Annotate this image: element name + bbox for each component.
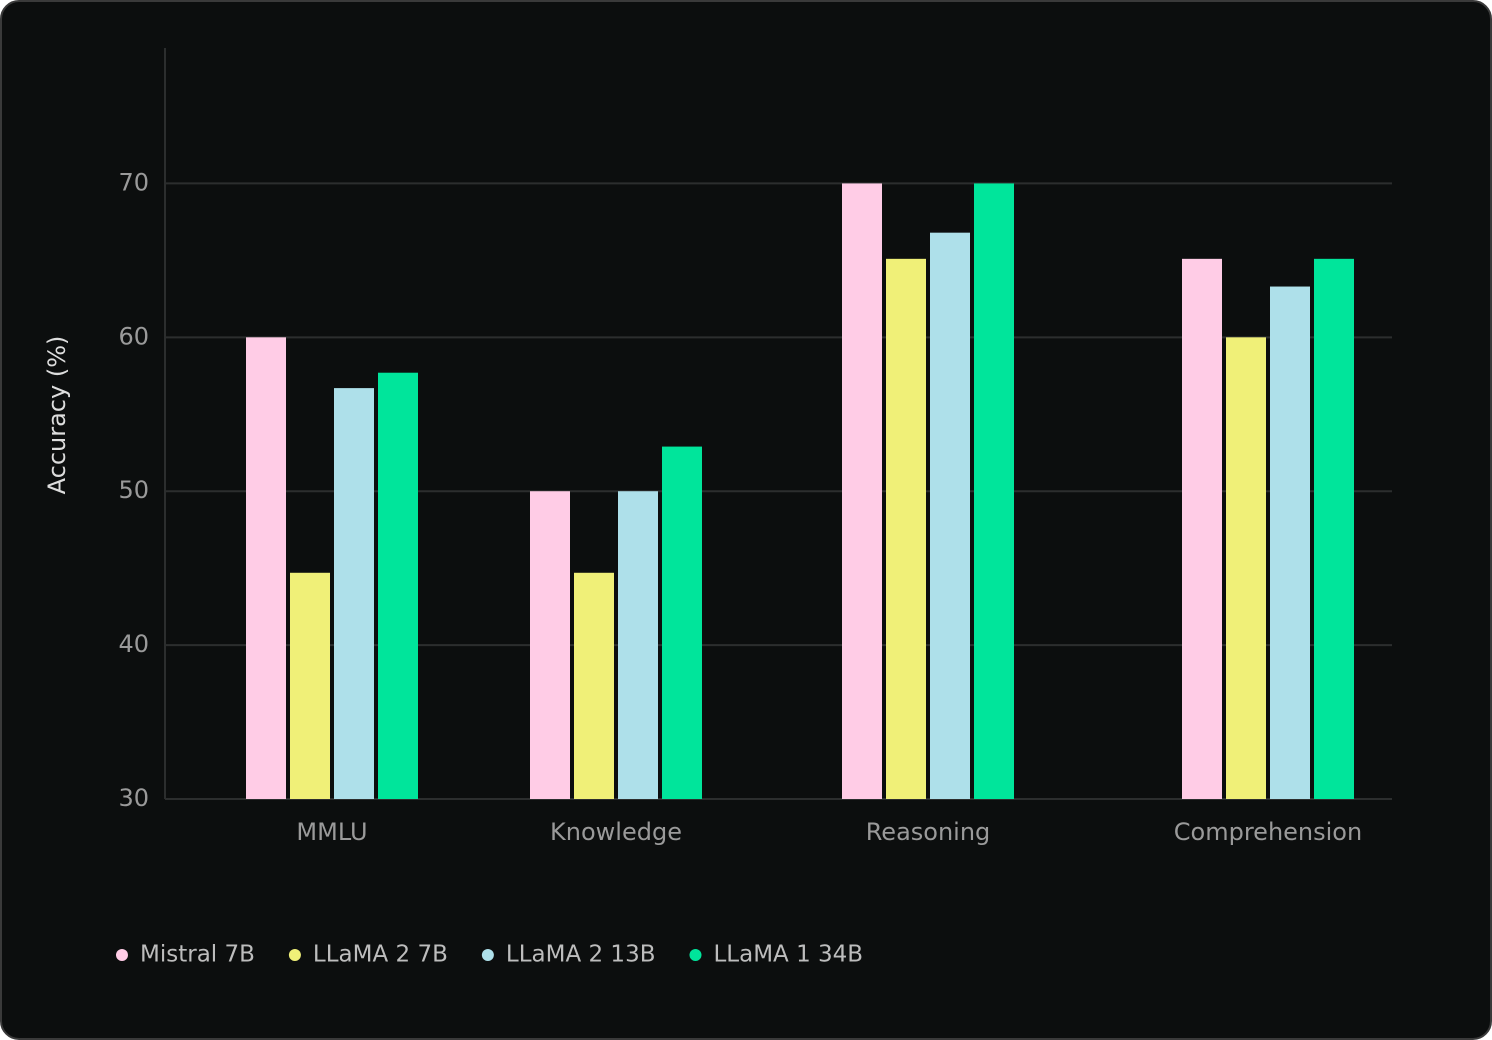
- y-axis-label: Accuracy (%): [43, 336, 71, 495]
- legend-label: LLaMA 2 13B: [506, 942, 656, 968]
- bar: [1314, 258, 1354, 800]
- x-tick-label: Reasoning: [866, 818, 991, 846]
- bar: [574, 572, 614, 799]
- bar: [378, 372, 418, 799]
- y-tick-label: 50: [118, 476, 149, 504]
- bar: [662, 446, 702, 799]
- legend-marker: [288, 949, 301, 961]
- bar: [1182, 258, 1222, 800]
- x-tick-label: Knowledge: [550, 818, 682, 846]
- bar: [842, 183, 882, 800]
- legend-marker: [481, 949, 494, 961]
- bar: [886, 258, 926, 800]
- legend-label: Mistral 7B: [140, 942, 255, 968]
- bar: [618, 491, 658, 799]
- bar: [246, 337, 286, 799]
- bar: [334, 388, 374, 799]
- bar: [930, 232, 970, 800]
- bar: [1270, 286, 1310, 799]
- legend-marker: [689, 949, 702, 961]
- y-tick-label: 70: [118, 168, 149, 196]
- bar: [1226, 337, 1266, 799]
- x-tick-label: Comprehension: [1174, 818, 1362, 846]
- y-tick-label: 40: [118, 630, 149, 658]
- y-tick-label: 30: [118, 784, 149, 812]
- legend-label: LLaMA 1 34B: [713, 942, 863, 968]
- bar: [290, 572, 330, 799]
- legend-label: LLaMA 2 7B: [313, 942, 448, 968]
- bar: [530, 491, 570, 799]
- bar: [974, 183, 1014, 800]
- x-tick-label: MMLU: [296, 818, 367, 846]
- y-tick-label: 60: [118, 322, 149, 350]
- legend-marker: [116, 949, 128, 961]
